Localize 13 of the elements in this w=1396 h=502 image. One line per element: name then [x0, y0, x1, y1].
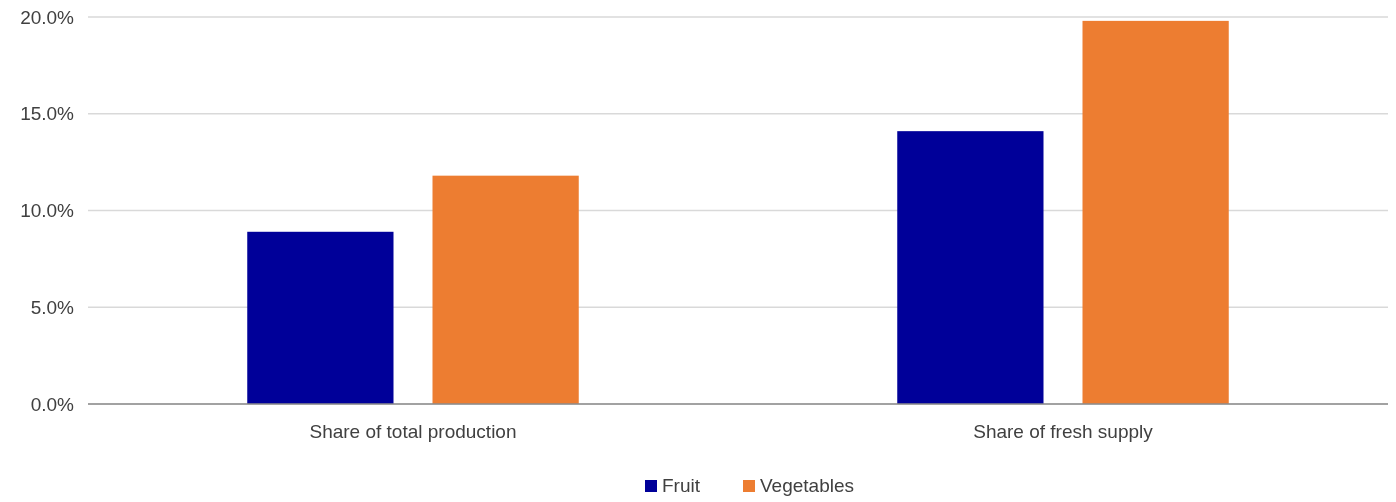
legend-label: Fruit — [662, 475, 701, 496]
legend-label: Vegetables — [760, 475, 855, 496]
y-tick-label: 5.0% — [30, 296, 75, 318]
y-tick-label: 20.0% — [20, 6, 75, 28]
y-tick-label: 0.0% — [30, 393, 75, 415]
y-tick-label: 10.0% — [20, 200, 75, 222]
y-tick-label: 15.0% — [20, 103, 75, 125]
x-tick-label: Share of fresh supply — [973, 421, 1154, 442]
bar — [247, 231, 394, 404]
bar — [432, 175, 579, 404]
x-tick-label: Share of total production — [309, 421, 517, 442]
bar — [1082, 20, 1229, 404]
bar — [897, 131, 1044, 404]
